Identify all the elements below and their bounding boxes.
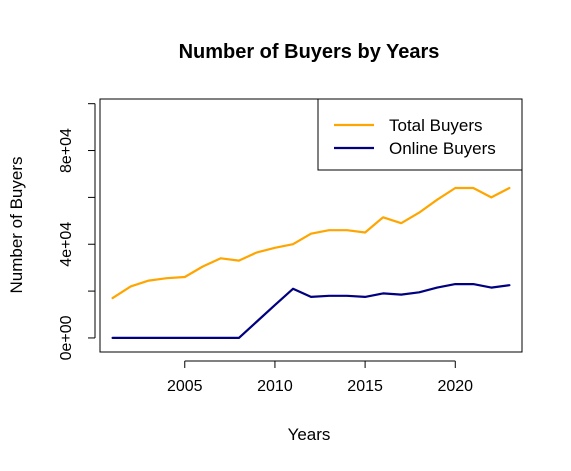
y-axis: 0e+00 4e+04 8e+04 <box>58 104 95 361</box>
y-tick-label: 4e+04 <box>58 222 75 267</box>
y-tick-label: 8e+04 <box>58 128 75 173</box>
series-line-online-buyers <box>113 284 510 338</box>
x-axis: 2005 2010 2015 2020 <box>167 361 473 395</box>
x-tick-label: 2015 <box>347 378 383 395</box>
x-tick-label: 2005 <box>167 378 203 395</box>
legend-label: Total Buyers <box>389 116 483 135</box>
y-tick-label: 0e+00 <box>58 315 75 360</box>
legend: Total Buyers Online Buyers <box>318 99 522 170</box>
x-tick-label: 2010 <box>257 378 293 395</box>
legend-label: Online Buyers <box>389 139 496 158</box>
series-line-total-buyers <box>113 188 510 298</box>
x-tick-label: 2020 <box>437 378 473 395</box>
y-axis-label: Number of Buyers <box>7 157 26 294</box>
chart-title: Number of Buyers by Years <box>179 41 440 63</box>
x-axis-label: Years <box>288 425 331 444</box>
series-layer <box>113 188 510 338</box>
